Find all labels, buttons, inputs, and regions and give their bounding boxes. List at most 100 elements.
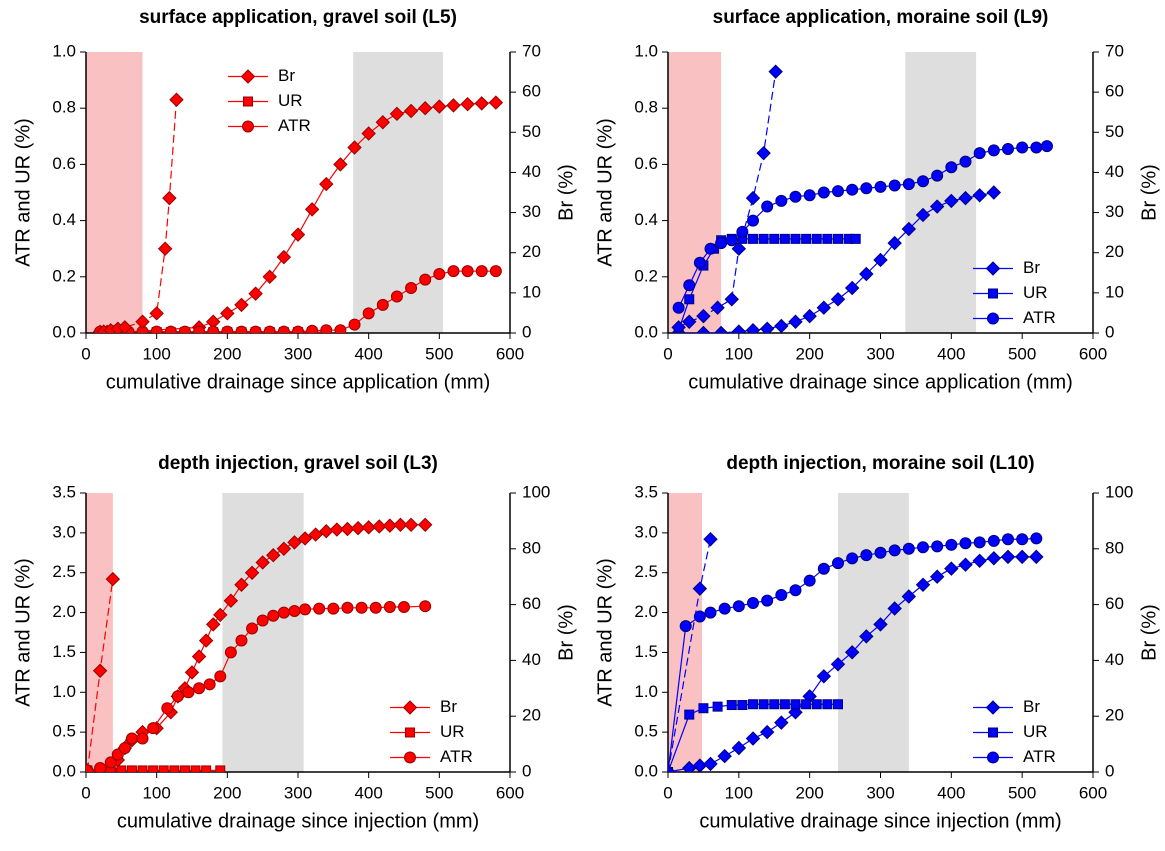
x-tick-label: 400 (937, 783, 965, 802)
marker-circle (725, 234, 738, 247)
marker-diamond (290, 227, 306, 242)
marker-circle (959, 537, 972, 550)
marker-diamond (205, 617, 221, 632)
marker-circle (860, 549, 873, 562)
marker-diamond (157, 241, 173, 256)
marker-diamond (972, 188, 987, 203)
marker-circle (277, 606, 290, 619)
marker-square (158, 765, 169, 772)
marker-diamond (901, 589, 917, 604)
marker-circle (931, 540, 944, 553)
marker-circle (832, 185, 844, 198)
y2-tick-label: 100 (1105, 482, 1133, 501)
marker-circle (1030, 141, 1043, 154)
marker-diamond (446, 98, 461, 113)
marker-diamond (929, 569, 945, 584)
y2-tick-label: 80 (1105, 538, 1124, 557)
marker-square (726, 700, 737, 711)
marker-diamond (417, 100, 433, 116)
legend-label: ATR (1023, 308, 1056, 327)
y2-tick-label: 40 (522, 162, 541, 181)
y-tick-label: 1.5 (634, 642, 658, 661)
marker-diamond (915, 577, 931, 592)
x-axis-title: cumulative drainage since application (m… (688, 371, 1073, 393)
marker-diamond (915, 207, 931, 223)
y2-tick-label: 20 (1105, 706, 1124, 725)
marker-square (712, 701, 723, 712)
marker-diamond (255, 555, 270, 570)
marker-square (790, 699, 801, 710)
marker-circle (693, 610, 706, 623)
marker-diamond (287, 535, 302, 550)
marker-circle (747, 214, 759, 227)
x-tick-label: 500 (1008, 783, 1036, 802)
marker-diamond (768, 64, 783, 79)
marker-diamond (859, 266, 874, 282)
legend-label: ATR (1023, 747, 1056, 766)
marker-circle (775, 589, 788, 602)
y2-tick-label: 70 (1105, 41, 1124, 60)
marker-diamond (149, 306, 164, 321)
marker-diamond (859, 629, 874, 644)
marker-diamond (460, 96, 475, 112)
marker-circle (178, 325, 191, 333)
marker-diamond (929, 199, 945, 214)
marker-circle (419, 600, 432, 613)
x-tick-label: 500 (425, 783, 453, 802)
marker-diamond (696, 325, 711, 333)
marker-diamond (745, 322, 761, 333)
marker-diamond (105, 571, 121, 587)
marker-circle (1016, 533, 1029, 546)
y2-tick-label: 60 (1105, 82, 1124, 101)
y-tick-label: 0.0 (634, 322, 658, 341)
marker-diamond (333, 157, 348, 172)
marker-diamond (1029, 549, 1044, 565)
legend-label: UR (1023, 283, 1048, 302)
marker-diamond (276, 541, 292, 557)
legend-marker (242, 120, 254, 133)
marker-circle (1002, 533, 1014, 546)
marker-circle (207, 325, 220, 333)
marker-diamond (304, 202, 320, 217)
marker-circle (803, 189, 816, 202)
marker-diamond (389, 106, 405, 122)
marker-diamond (350, 520, 366, 536)
marker-diamond (816, 300, 832, 315)
y2-tick-label: 60 (522, 82, 541, 101)
marker-diamond (361, 520, 376, 535)
marker-circle (693, 256, 706, 269)
marker-square (179, 765, 190, 772)
chart-title: surface application, moraine soil (L9) (713, 7, 1049, 28)
marker-square (822, 699, 833, 710)
marker-diamond (234, 297, 249, 313)
y-tick-label: 1.0 (52, 41, 76, 60)
marker-diamond (1000, 549, 1016, 565)
marker-diamond (375, 115, 391, 130)
y2-tick-label: 60 (1105, 594, 1124, 613)
y-tick-label: 2.5 (52, 562, 76, 581)
marker-diamond (745, 190, 761, 206)
marker-circle (860, 182, 873, 195)
legend-marker (985, 700, 1001, 715)
marker-diamond (844, 645, 860, 660)
marker-circle (1030, 532, 1043, 545)
marker-circle (383, 600, 396, 613)
y-tick-label: 0.8 (634, 98, 658, 117)
marker-circle (987, 144, 1000, 157)
marker-circle (203, 678, 216, 691)
marker-diamond (86, 763, 95, 772)
marker-square (169, 765, 180, 772)
marker-circle (398, 600, 410, 613)
y2-tick-label: 0 (1105, 322, 1114, 341)
marker-circle (475, 265, 488, 278)
legend-marker (985, 261, 1001, 276)
marker-circle (803, 574, 816, 587)
plot-area (86, 517, 433, 772)
chart-title: depth injection, moraine soil (L10) (726, 453, 1034, 474)
marker-circle (376, 298, 389, 311)
marker-circle (369, 601, 382, 614)
marker-diamond (703, 532, 718, 547)
marker-circle (341, 601, 354, 614)
marker-diamond (329, 522, 345, 537)
y-tick-label: 0.6 (52, 154, 76, 173)
